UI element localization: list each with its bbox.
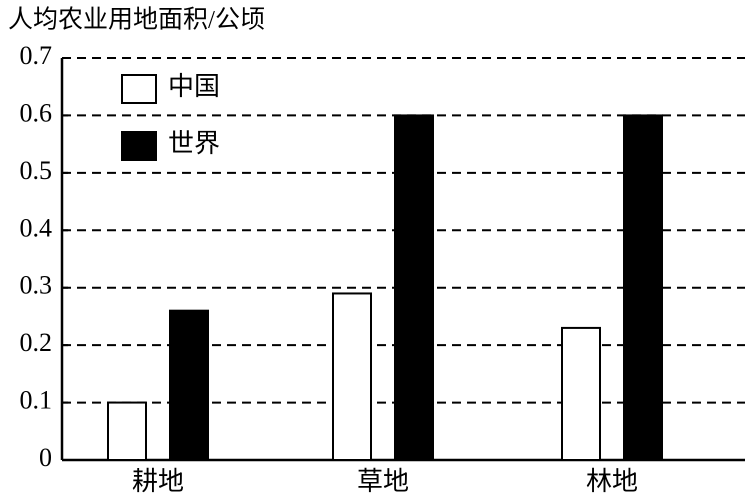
legend-swatch: [121, 74, 157, 104]
bar: [623, 114, 663, 462]
y-tick-label: 0.3: [20, 271, 53, 300]
legend-swatch: [121, 131, 157, 161]
legend-label: 中国: [168, 72, 220, 101]
bar: [394, 114, 434, 462]
x-tick-label: 耕地: [132, 467, 184, 496]
y-tick-label: 0.6: [20, 98, 53, 127]
y-tick-label: 0.2: [20, 328, 53, 357]
y-tick-label: 0.5: [20, 156, 53, 185]
bar: [332, 292, 372, 462]
bar: [169, 309, 209, 461]
legend-label: 世界: [168, 129, 220, 158]
chart-title: 人均农业用地面积/公顷: [8, 6, 265, 34]
bar: [561, 326, 601, 461]
y-tick-label: 0.4: [20, 213, 53, 242]
y-tick-label: 0.7: [20, 41, 53, 70]
bar: [107, 401, 147, 462]
x-tick-label: 林地: [586, 467, 638, 496]
x-tick-label: 草地: [357, 467, 409, 496]
y-tick-label: 0: [39, 443, 52, 472]
y-tick-label: 0.1: [20, 386, 53, 415]
